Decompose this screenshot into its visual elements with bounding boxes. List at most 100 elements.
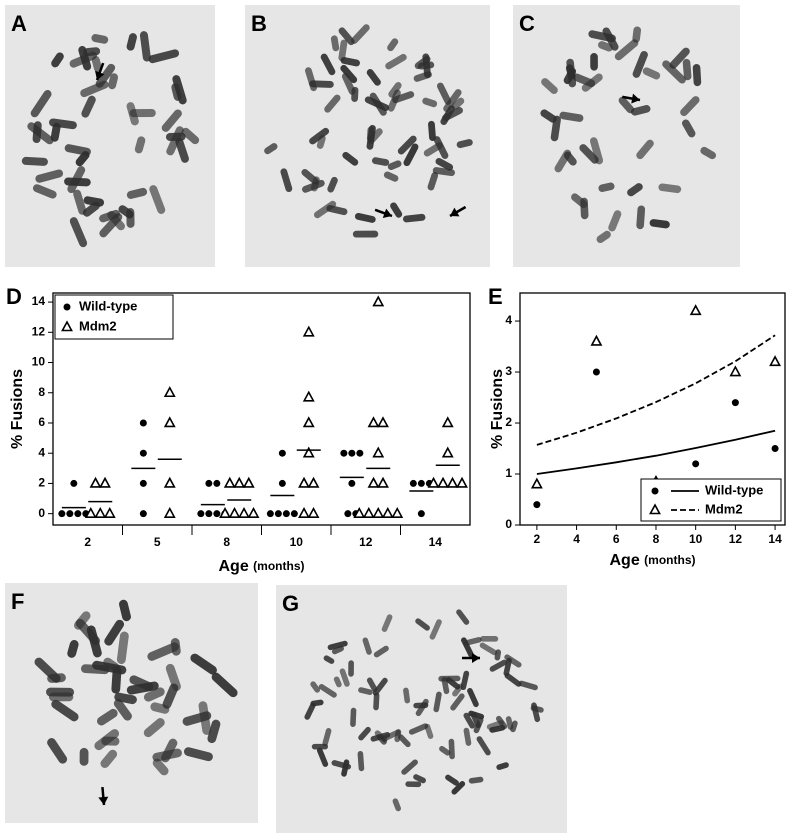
micrograph-background xyxy=(513,5,740,267)
chromosome xyxy=(467,687,479,708)
chromosome xyxy=(330,35,340,52)
chromosome xyxy=(95,63,116,88)
point xyxy=(530,477,543,489)
chromosome xyxy=(433,691,442,713)
panel-label: E xyxy=(488,284,503,309)
point xyxy=(348,479,356,487)
micrograph: B xyxy=(245,5,490,267)
chromosome xyxy=(64,144,91,156)
chromosome xyxy=(463,727,472,746)
x-axis-label-text: Age xyxy=(609,552,639,569)
point xyxy=(417,510,425,518)
point xyxy=(771,445,779,453)
chromosome xyxy=(632,50,648,78)
chromosome xyxy=(148,49,180,64)
point xyxy=(307,506,320,518)
point xyxy=(298,476,310,488)
chromosome xyxy=(402,213,426,223)
fit-line xyxy=(536,429,776,475)
chromosome xyxy=(649,219,670,229)
chromosome xyxy=(139,31,151,62)
point xyxy=(377,476,389,488)
y-tick-label: 12 xyxy=(32,324,46,338)
point xyxy=(441,446,454,458)
chromosome xyxy=(518,680,538,691)
chromosome xyxy=(113,699,132,721)
chromosome xyxy=(413,71,432,82)
point xyxy=(266,510,274,518)
chromosome xyxy=(401,759,418,775)
chromosome xyxy=(91,34,109,44)
chromosome xyxy=(415,618,430,631)
chromosome xyxy=(341,72,356,95)
chromosome xyxy=(80,664,110,675)
chromosome xyxy=(47,673,66,683)
legend-marker xyxy=(651,487,659,495)
panel-label: B xyxy=(251,11,267,36)
chromosome xyxy=(322,728,332,747)
y-tick-label: 2 xyxy=(38,476,45,490)
point xyxy=(441,416,454,428)
chromosome xyxy=(608,210,622,232)
fit-line xyxy=(536,334,776,446)
arrow-head xyxy=(95,70,105,80)
chromosome xyxy=(32,121,42,144)
chromosome xyxy=(94,729,120,751)
point xyxy=(372,295,385,307)
chromosome xyxy=(97,708,118,726)
point xyxy=(377,416,389,428)
chromosome xyxy=(50,122,61,142)
chromosome xyxy=(432,167,456,177)
plot-frame xyxy=(519,292,786,526)
point xyxy=(290,510,298,518)
chromosome xyxy=(385,53,407,70)
chromosome xyxy=(81,95,96,118)
chromosome xyxy=(427,171,439,191)
point xyxy=(94,506,107,518)
chromosome xyxy=(327,176,338,193)
chromosome xyxy=(422,97,438,108)
chromosome xyxy=(456,139,473,149)
y-axis-label: % Fusions xyxy=(9,369,26,449)
chromosome xyxy=(149,185,166,214)
point xyxy=(381,506,394,518)
chromosome xyxy=(476,736,491,756)
chromosome xyxy=(470,712,481,729)
y-tick-label: 8 xyxy=(38,385,45,399)
point xyxy=(446,476,459,488)
chromosome xyxy=(309,127,330,145)
chromosome xyxy=(413,774,426,784)
x-tick-label: 2 xyxy=(534,532,541,546)
chromosome xyxy=(107,211,125,231)
chromosome xyxy=(630,105,651,116)
x-tick-label: 8 xyxy=(223,535,230,549)
chromosome xyxy=(79,747,89,766)
chromosome xyxy=(310,681,321,693)
arrow-head xyxy=(450,207,460,217)
chromosome xyxy=(166,126,184,156)
chromosome xyxy=(390,202,403,218)
point xyxy=(689,304,702,316)
y-tick-label: 10 xyxy=(32,355,46,369)
chromosome xyxy=(78,46,92,71)
y-tick-label: 4 xyxy=(505,313,512,327)
legend-label: Wild-type xyxy=(705,482,763,497)
point xyxy=(356,449,364,457)
chromosome xyxy=(323,655,335,664)
point xyxy=(372,506,385,518)
y-tick-label: 4 xyxy=(38,445,45,459)
chromosome xyxy=(503,657,512,677)
chromosome xyxy=(627,183,643,197)
chromosome xyxy=(357,751,365,772)
chromosome xyxy=(463,712,476,729)
chromosome xyxy=(387,160,402,171)
chromosome xyxy=(480,636,499,642)
chromosome xyxy=(331,645,344,655)
point xyxy=(427,476,440,488)
chromosome xyxy=(116,631,129,664)
chromosome xyxy=(479,642,498,656)
arrow xyxy=(449,205,467,218)
chromosome xyxy=(147,642,180,661)
chromosome xyxy=(486,720,504,730)
chromosome xyxy=(64,177,91,187)
